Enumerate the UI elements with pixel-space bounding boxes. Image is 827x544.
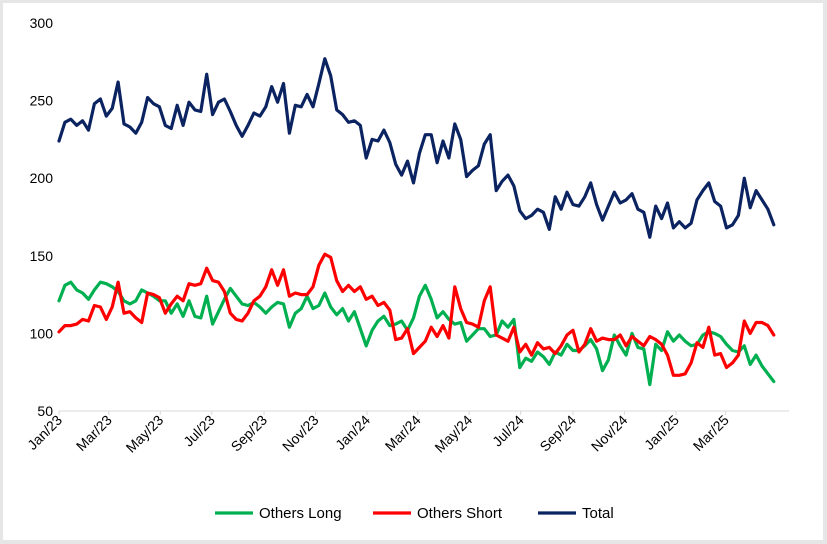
y-axis: 50 100 150 200 250 300 (30, 15, 54, 419)
x-tick-label: Jul/23 (180, 412, 218, 450)
chart-frame: 50 100 150 200 250 300 Jan/23 Mar/23 May/23 Jul/… (3, 3, 823, 540)
legend-label: Others Short (417, 505, 503, 522)
y-tick-label: 100 (30, 325, 54, 341)
legend-item-others-short: Others Short (373, 505, 503, 522)
x-tick-label: Jan/24 (332, 412, 373, 453)
x-tick-label: Sep/23 (228, 412, 271, 455)
x-tick-label: Mar/25 (690, 412, 732, 454)
x-tick-label: Jul/24 (489, 412, 527, 450)
series-layer (57, 57, 776, 387)
legend-label: Total (582, 505, 614, 522)
series-line-others-long (57, 280, 776, 387)
x-tick-label: Mar/24 (382, 412, 424, 454)
x-tick-label: Jan/25 (641, 412, 682, 453)
y-tick-label: 250 (30, 93, 54, 109)
series-line-total (57, 57, 776, 239)
x-axis: Jan/23 Mar/23 May/23 Jul/23 Sep/23 Nov/23 Jan/… (24, 411, 732, 456)
legend-item-others-long: Others Long (215, 505, 342, 522)
x-tick-label: Mar/23 (73, 412, 115, 454)
legend-label: Others Long (259, 505, 342, 522)
x-tick-label: May/23 (123, 412, 167, 456)
x-tick-label: Nov/23 (279, 412, 322, 455)
legend-item-total: Total (538, 505, 614, 522)
y-tick-label: 300 (30, 15, 54, 31)
series-line-others-short (57, 252, 776, 377)
x-tick-label: May/24 (431, 412, 475, 456)
x-tick-label: Nov/24 (588, 412, 631, 455)
y-tick-label: 200 (30, 170, 54, 186)
legend: Others Long Others Short Total (215, 505, 614, 522)
x-tick-label: Sep/24 (536, 412, 579, 455)
y-tick-label: 150 (30, 248, 54, 264)
y-tick-label: 50 (37, 403, 53, 419)
